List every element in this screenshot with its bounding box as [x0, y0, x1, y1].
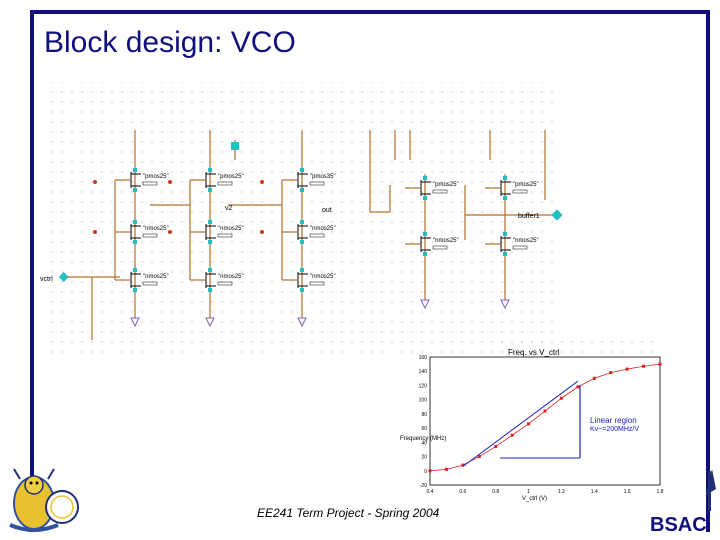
buffer-pmos-1-label: "pmos25": [433, 182, 459, 188]
data-point: [477, 455, 481, 459]
node-out-label: out: [322, 207, 332, 214]
buffer-nmos-1-label: "nmos25": [433, 238, 459, 244]
y-tick-label: 20: [421, 455, 427, 461]
slide-footer: EE241 Term Project - Spring 2004: [257, 506, 440, 520]
pmos-stage3: "pmos35": [282, 166, 336, 194]
y-tick-label: 120: [419, 383, 428, 389]
nmos-stage3b-label: "nmos25": [310, 274, 336, 280]
data-point: [609, 371, 613, 375]
y-tick-label: 100: [419, 398, 428, 404]
y-tick-label: -20: [420, 483, 427, 489]
data-point: [527, 422, 531, 426]
bsac-logo: BSAC: [650, 469, 716, 536]
nmos-stage1b: "nmos25": [115, 266, 169, 294]
data-point: [494, 445, 498, 449]
x-tick-label: 1.4: [591, 489, 598, 495]
data-point: [444, 467, 448, 471]
buffer-pmos-1: "pmos25": [405, 174, 459, 202]
pmos-stage3-label: "pmos35": [310, 174, 336, 180]
data-point: [559, 396, 563, 400]
buffer-nmos-2: "nmos25": [485, 230, 539, 258]
data-point: [461, 463, 465, 467]
buffer-pmos-2: "pmos25": [485, 174, 539, 202]
input-label: vctrl: [40, 276, 53, 283]
x-tick-label: 0.6: [459, 489, 466, 495]
y-tick-label: 160: [419, 355, 428, 361]
data-point: [428, 469, 432, 473]
nmos-stage3a: "nmos25": [282, 218, 336, 246]
nmos-stage2a-label: "nmos25": [218, 226, 244, 232]
x-tick-label: 1.2: [558, 489, 565, 495]
x-tick-label: 0.4: [427, 489, 434, 495]
y-tick-label: 40: [421, 440, 427, 446]
annotation-line2: Kv~=200MHz/V: [590, 426, 639, 433]
pmos-stage1: "pmos25": [115, 166, 169, 194]
berkeley-seal-logo: [9, 468, 79, 532]
ground-symbol-3: [297, 317, 307, 328]
data-point: [625, 367, 629, 371]
y-tick-label: 0: [424, 469, 427, 475]
pmos-stage2-label: "pmos25": [218, 174, 244, 180]
data-point: [642, 364, 646, 368]
node-v2-label: v2: [225, 205, 233, 212]
nmos-stage3a-label: "nmos25": [310, 226, 336, 232]
buffer-pmos-2-label: "pmos25": [513, 182, 539, 188]
nmos-stage1a: "nmos25": [115, 218, 169, 246]
y-tick-label: 60: [421, 426, 427, 432]
nmos-stage2b-label: "nmos25": [218, 274, 244, 280]
nmos-stage2b: "nmos25": [190, 266, 244, 294]
inverter-stages: "pmos25" "nmos25" "nmos25" "pmos25" "nmos25"…: [93, 130, 539, 328]
buffer-nmos-1: "nmos25": [405, 230, 459, 258]
nmos-stage2a: "nmos25": [190, 218, 244, 246]
chart-title: Freq. vs V_ctrl: [508, 348, 560, 357]
ground-symbol-1: [130, 317, 140, 328]
chart-ticks: 0.4 0.6 0.8 1 1.2 1.4 1.6 1.8 160 140 120 100 80 60 40…: [419, 355, 664, 495]
data-point: [592, 376, 596, 380]
pmos-stage2: "pmos25": [190, 166, 244, 194]
data-point: [543, 409, 547, 413]
x-tick-label: 1.6: [624, 489, 631, 495]
ground-symbol-2: [205, 317, 215, 328]
chart-series: [428, 362, 662, 473]
chart-plot-area: [429, 356, 661, 486]
series-line-2: [462, 380, 579, 467]
chart-ylabel: Frequency (MHz): [400, 436, 446, 442]
nmos-stage3b: "nmos25": [282, 266, 336, 294]
bias-pin: [231, 142, 239, 150]
nmos-stage1b-label: "nmos25": [143, 274, 169, 280]
bsac-text: BSAC: [650, 514, 707, 536]
data-point: [576, 385, 580, 389]
schematic-grid-ext: [500, 340, 660, 360]
x-tick-label: 1.8: [657, 489, 664, 495]
x-tick-label: 0.8: [492, 489, 499, 495]
feedback-wires: buffer1: [369, 130, 563, 240]
data-point: [658, 362, 662, 366]
annotation-line1: Linear region: [590, 416, 637, 425]
pmos-stage1-label: "pmos25": [143, 174, 169, 180]
nmos-stage1a-label: "nmos25": [143, 226, 169, 232]
slide-frame: [30, 10, 710, 532]
y-tick-label: 140: [419, 369, 428, 375]
buffer-nmos-2-label: "nmos25": [513, 238, 539, 244]
y-tick-label: 80: [421, 412, 427, 418]
chart-xlabel: V_ctrl (V): [522, 496, 547, 502]
x-tick-label: 1: [527, 489, 530, 495]
output-label: buffer1: [518, 213, 540, 220]
slide-title: Block design: VCO: [44, 26, 296, 59]
data-point: [510, 433, 514, 437]
